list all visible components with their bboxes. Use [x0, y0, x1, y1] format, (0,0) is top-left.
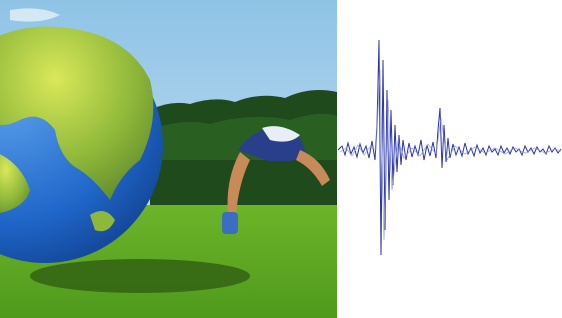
- photo: [0, 0, 337, 318]
- waveform-panel: [337, 0, 562, 318]
- globe-shadow: [30, 259, 250, 293]
- page: (() => { const data = JSON.parse(documen…: [0, 0, 562, 318]
- image-composite: [0, 0, 562, 318]
- shoe: [222, 212, 238, 234]
